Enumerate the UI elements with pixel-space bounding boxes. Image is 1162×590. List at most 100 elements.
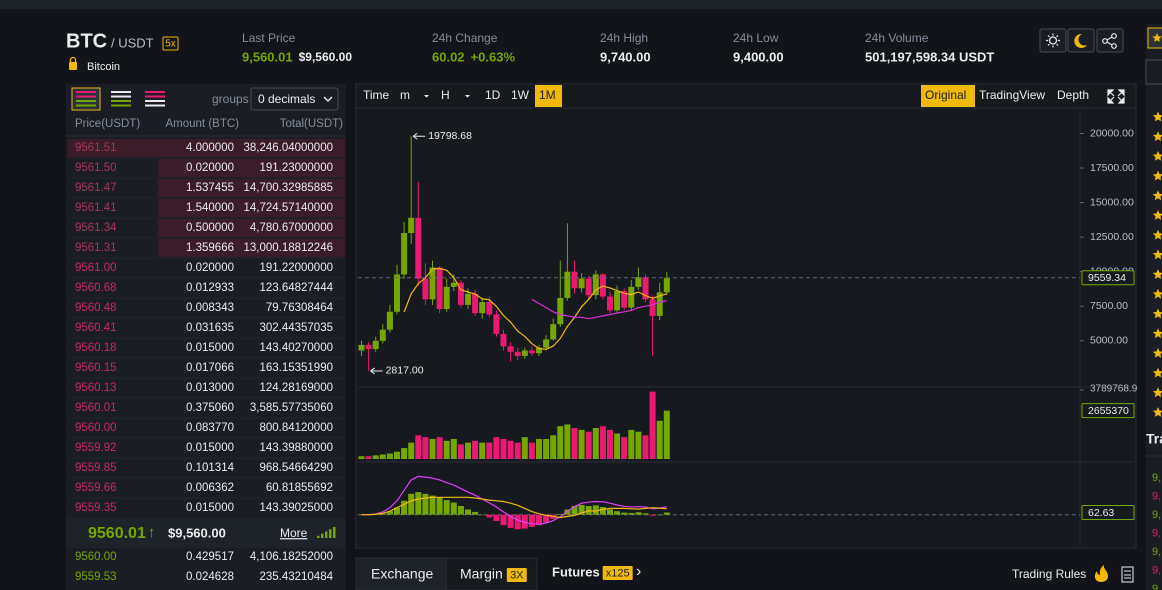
ask-row-highlight	[158, 159, 345, 177]
mid-usd: $9,560.00	[168, 525, 226, 540]
ask-price: 9560.41	[75, 322, 117, 334]
side-row: 9,	[1152, 490, 1161, 502]
signal-bar	[325, 531, 328, 538]
interval-button[interactable]: 1D	[485, 88, 501, 102]
star-icon	[1152, 328, 1162, 339]
ask-amount: 0.020000	[186, 262, 234, 274]
high-arrow	[412, 132, 426, 140]
macd-bar	[472, 511, 479, 515]
side-row: 9,	[1152, 564, 1161, 576]
macd-bar	[614, 511, 621, 515]
ask-total: 3,585.57735060	[250, 402, 333, 414]
ask-amount: 0.015000	[186, 442, 234, 454]
candle-body	[642, 277, 649, 300]
sun-icon	[1048, 36, 1058, 45]
book-view-line	[76, 100, 96, 102]
view-button[interactable]: TradingView	[979, 88, 1045, 102]
signal-bar	[333, 527, 336, 538]
view-button[interactable]: Original	[925, 88, 966, 102]
star-icon	[1152, 131, 1162, 142]
interval-button[interactable]: m	[400, 88, 410, 102]
stat-label: 24h Low	[733, 31, 779, 45]
star-icon	[1152, 269, 1162, 279]
candle-body	[365, 344, 372, 350]
volume-bar	[507, 440, 514, 459]
volume-bar	[614, 433, 621, 459]
side-row: 9,	[1152, 472, 1161, 484]
icon-button[interactable]	[1067, 28, 1095, 53]
ask-amount: 0.083770	[186, 422, 234, 434]
sun-rays	[1046, 33, 1060, 48]
share-node	[1111, 33, 1117, 39]
side-title: Tra	[1146, 431, 1162, 447]
volume-bar	[571, 428, 578, 459]
macd-bar	[493, 514, 500, 521]
moon-icon	[1074, 33, 1087, 48]
ask-total: 123.64827444	[259, 282, 333, 294]
mid-price: 9560.01	[88, 525, 146, 542]
ask-total: 800.84120000	[259, 422, 333, 434]
ask-price: 9561.47	[75, 182, 117, 194]
candle-body	[635, 277, 642, 287]
more-link[interactable]: More	[280, 526, 308, 540]
macd-bar	[465, 509, 471, 515]
macd-bar	[457, 506, 464, 515]
mid-price-bar	[66, 518, 346, 548]
candle-body	[479, 302, 486, 314]
trading-rules[interactable]: Trading Rules	[1012, 567, 1086, 581]
lock-shackle	[69, 56, 77, 62]
ask-price: 9560.01	[75, 402, 117, 414]
candle-body	[536, 347, 542, 354]
volume-bar	[578, 429, 585, 459]
volume-bar	[479, 442, 486, 459]
stat-sub: $9,560.00	[299, 50, 353, 64]
candle-body	[450, 282, 457, 287]
star-icon	[1152, 249, 1162, 260]
tab-badge-text: 3X	[510, 569, 524, 581]
ask-amount: 0.031635	[186, 322, 234, 334]
calculator-keys	[1124, 570, 1131, 579]
interval-button[interactable]: 1W	[511, 88, 530, 102]
tab-badge	[602, 566, 633, 580]
candle-body	[443, 286, 450, 309]
ask-amount: 0.006362	[186, 482, 234, 494]
candle-body	[543, 339, 550, 348]
ask-amount: 0.015000	[186, 342, 234, 354]
interval-button[interactable]: 1M	[539, 88, 556, 102]
macd-label-box	[1081, 505, 1135, 521]
candle-body	[578, 278, 585, 289]
candle-body	[401, 232, 408, 275]
calculator-icon[interactable]	[1121, 566, 1134, 583]
macd-bar	[408, 493, 415, 515]
book-view-line	[145, 100, 165, 102]
star-icon	[1152, 407, 1162, 417]
leverage-badge	[162, 36, 179, 51]
ask-row-highlight	[158, 219, 345, 237]
icon-button[interactable]	[1039, 28, 1067, 53]
side-search[interactable]	[1145, 59, 1162, 85]
macd-bar	[557, 514, 564, 515]
col-amount: Amount (BTC)	[166, 118, 240, 130]
ask-total: 143.39025000	[259, 502, 333, 514]
candle-body	[592, 274, 599, 296]
macd-bar	[571, 506, 578, 515]
current-price-label: 9559.34	[1088, 272, 1126, 284]
volume-bar	[429, 438, 436, 459]
volume-label-box	[1081, 403, 1135, 419]
volume-bar	[493, 437, 500, 459]
volume-bar	[436, 437, 443, 459]
interval-button[interactable]: Time	[363, 88, 390, 102]
ask-row-highlight	[158, 199, 345, 217]
macd-bar	[628, 512, 635, 515]
interval-button[interactable]: H	[441, 88, 450, 102]
candle-body	[493, 314, 500, 334]
book-view-line	[145, 104, 165, 107]
groups-dropdown[interactable]	[250, 87, 339, 111]
view-button[interactable]: Depth	[1057, 88, 1089, 102]
low-arrow	[370, 367, 383, 375]
fire-icon	[1094, 565, 1108, 582]
leverage: 5x	[165, 39, 176, 50]
icon-button[interactable]	[1096, 28, 1124, 53]
book-view-line	[145, 91, 165, 93]
stat-value: 9,740.00	[600, 49, 651, 64]
